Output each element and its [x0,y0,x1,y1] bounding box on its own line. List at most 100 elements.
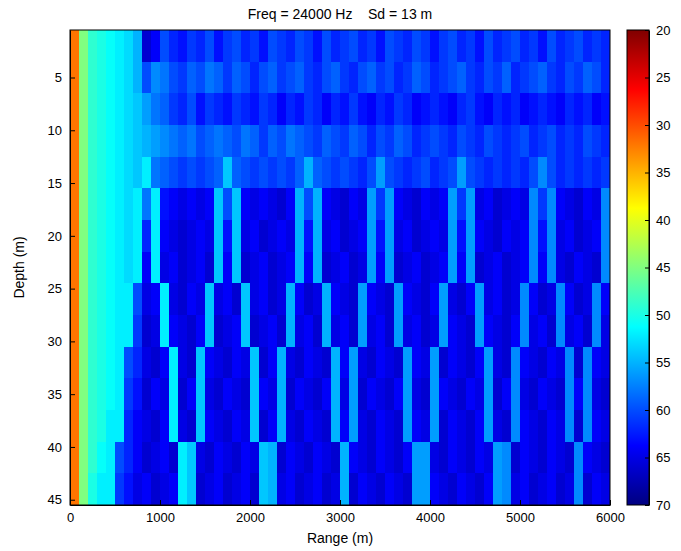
heatmap-cell [241,315,250,347]
heatmap-cell [160,93,169,125]
heatmap-cell [124,220,133,252]
heatmap-cell [286,252,295,284]
heatmap-cell [448,30,457,62]
heatmap-cell [475,62,484,94]
heatmap-cell [133,252,142,284]
heatmap-cell [106,30,115,62]
heatmap-cell [340,188,349,220]
heatmap-cell [295,473,304,505]
heatmap-cell [115,378,124,410]
heatmap-cell [493,473,502,505]
tick: 45 [645,260,670,275]
heatmap-cell [277,188,286,220]
heatmap-cell [205,125,214,157]
heatmap-cell [484,410,493,442]
heatmap-cell [484,157,493,189]
heatmap-cell [565,315,574,347]
heatmap-cell [367,188,376,220]
heatmap-cell [340,410,349,442]
tick: 70 [645,498,670,513]
tick-label: 50 [656,308,670,323]
heatmap-cell [601,252,610,284]
heatmap-cell [538,283,547,315]
heatmap-cell [124,30,133,62]
heatmap-cell [574,442,583,474]
heatmap-cell [277,93,286,125]
tick-label: 15 [48,176,62,191]
heatmap-cell [538,252,547,284]
heatmap-cell [538,93,547,125]
tick-mark [610,500,611,505]
heatmap-cell [430,252,439,284]
heatmap-cell [394,188,403,220]
heatmap-cell [484,378,493,410]
tick-label: 60 [656,403,670,418]
heatmap-cell [214,315,223,347]
heatmap-cell [304,62,313,94]
heatmap-cell [484,220,493,252]
heatmap-cell [376,283,385,315]
heatmap-cell [601,410,610,442]
heatmap-cell [493,283,502,315]
heatmap-cell [106,220,115,252]
tick-label: 45 [656,260,670,275]
heatmap-cell [556,410,565,442]
heatmap-cell [385,157,394,189]
heatmap-cell [385,188,394,220]
heatmap-cell [565,30,574,62]
heatmap-cell [502,30,511,62]
heatmap-cell [340,252,349,284]
heatmap-cell [187,442,196,474]
tick-label: 35 [656,165,670,180]
heatmap-cell [421,220,430,252]
heatmap-cell [79,473,88,505]
heatmap-cell [70,378,79,410]
heatmap-cell [574,188,583,220]
heatmap-cell [79,188,88,220]
heatmap-cell [520,347,529,379]
heatmap-cell [70,442,79,474]
heatmap-cell [268,220,277,252]
heatmap-cell [430,220,439,252]
heatmap-cell [583,283,592,315]
heatmap-cell [430,125,439,157]
heatmap-cell [106,347,115,379]
heatmap-cell [259,93,268,125]
heatmap-cell [151,252,160,284]
heatmap-cell [151,378,160,410]
heatmap-cell [376,93,385,125]
heatmap-cell [160,188,169,220]
heatmap-cell [97,125,106,157]
heatmap-cell [250,220,259,252]
heatmap-cell [448,442,457,474]
heatmap-cell [475,220,484,252]
heatmap-cell [88,442,97,474]
heatmap-cell [322,378,331,410]
heatmap-cell [178,378,187,410]
tick-mark [645,220,649,221]
heatmap-cell [538,347,547,379]
heatmap-cell [493,157,502,189]
heatmap-cell [448,378,457,410]
heatmap-cell [358,347,367,379]
heatmap-cell [205,220,214,252]
heatmap-cell [259,125,268,157]
heatmap-cell [286,93,295,125]
heatmap-cell [304,93,313,125]
heatmap-cell [277,347,286,379]
heatmap-cell [241,378,250,410]
heatmap-cell [385,62,394,94]
heatmap-cell [277,410,286,442]
heatmap-cell [250,347,259,379]
heatmap-cell [88,283,97,315]
heatmap-cell [106,315,115,347]
heatmap-cell [70,252,79,284]
heatmap-cell [259,157,268,189]
heatmap-cell [511,220,520,252]
heatmap-cell [97,252,106,284]
heatmap-cell [403,157,412,189]
heatmap-cell [79,30,88,62]
heatmap-cell [97,30,106,62]
heatmap-cell [88,62,97,94]
heatmap-cell [241,252,250,284]
